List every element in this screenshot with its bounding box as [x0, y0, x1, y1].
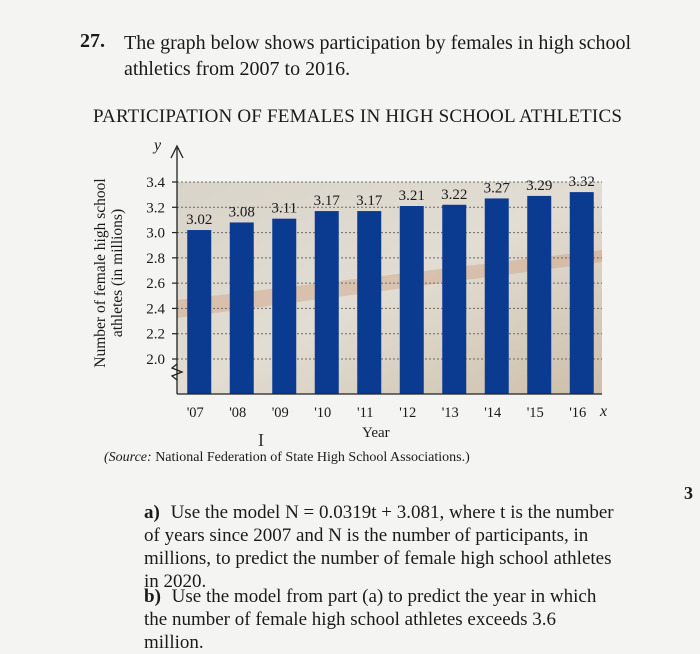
part-b-text: Use the model from part (a) to predict t…: [144, 586, 597, 653]
value-label: 3.17: [356, 193, 383, 209]
x-tick-labels: '07 '08 '09 '10 '11 '12 '13 '14 '15 '16: [187, 405, 587, 421]
y-axis-break: [170, 363, 184, 381]
x-axis-letter: x: [600, 403, 608, 420]
bar: [484, 198, 509, 394]
question-number: 27.: [80, 30, 105, 52]
value-labels: 3.02 3.08 3.11 3.17 3.17 3.21 3.22 3.27 3.29 3.32: [186, 174, 595, 228]
value-label: 3.11: [271, 201, 297, 217]
bar: [357, 211, 382, 394]
y-tick-label: 2.4: [146, 301, 165, 317]
part-a-label: a): [144, 502, 160, 523]
value-label: 3.22: [441, 187, 467, 203]
x-tick-label: '07: [187, 405, 204, 421]
y-tick-label: 2.8: [146, 251, 165, 267]
bars: [187, 192, 594, 394]
side-page-number: 3: [684, 483, 693, 503]
value-label: 3.29: [526, 178, 552, 194]
bar: [187, 230, 212, 394]
value-label: 3.08: [229, 204, 255, 220]
bar: [314, 211, 339, 394]
x-tick-label: '13: [442, 405, 459, 421]
value-label: 3.02: [186, 212, 212, 228]
y-tick-label: 2.2: [146, 327, 165, 343]
y-axis-arrow: [170, 144, 184, 159]
part-b: b) Use the model from part (a) to predic…: [144, 585, 614, 654]
x-axis-label: Year: [362, 425, 390, 441]
bar: [229, 222, 254, 394]
x-tick-label: '08: [229, 405, 246, 421]
text-cursor: I: [258, 430, 264, 450]
bar: [569, 192, 594, 394]
source-note: (Source: National Federation of State Hi…: [104, 450, 470, 466]
value-label: 3.21: [399, 188, 425, 204]
x-tick-label: '10: [314, 405, 331, 421]
x-tick-label: '11: [357, 405, 374, 421]
y-tick-label: 2.6: [146, 276, 165, 292]
x-tick-label: '12: [399, 405, 416, 421]
x-tick-label: '14: [484, 405, 502, 421]
bar: [442, 204, 467, 394]
y-tick-label: 3.2: [146, 200, 165, 216]
x-tick-label: '09: [272, 405, 289, 421]
y-tick-label: 3.0: [146, 226, 165, 242]
x-tick-label: '15: [527, 405, 544, 421]
bar: [527, 195, 552, 394]
y-tick-label: 2.0: [146, 352, 165, 368]
y-axis-letter: y: [154, 137, 162, 154]
chart-title: PARTICIPATION OF FEMALES IN HIGH SCHOOL …: [93, 106, 623, 127]
part-a: a) Use the model N = 0.0319t + 3.081, wh…: [144, 501, 614, 593]
source-text: National Federation of State High School…: [155, 450, 470, 465]
y-tick-label: 3.4: [146, 175, 165, 191]
value-label: 3.32: [569, 174, 595, 190]
x-tick-label: '16: [569, 405, 586, 421]
value-label: 3.17: [314, 193, 341, 209]
part-b-label: b): [144, 586, 161, 607]
gridlines: [177, 181, 602, 360]
y-axis: 2.0 2.2 2.4 2.6 2.8 3.0 3.2 3.4: [146, 144, 602, 395]
bar: [272, 218, 297, 394]
value-label: 3.27: [484, 180, 511, 196]
question-text: The graph below shows participation by f…: [124, 32, 632, 80]
bar: [399, 206, 424, 394]
part-a-text: Use the model N = 0.0319t + 3.081, where…: [144, 502, 614, 592]
y-axis-label: Number of female high school athletes (i…: [92, 178, 126, 368]
source-prefix: (Source:: [104, 450, 152, 465]
